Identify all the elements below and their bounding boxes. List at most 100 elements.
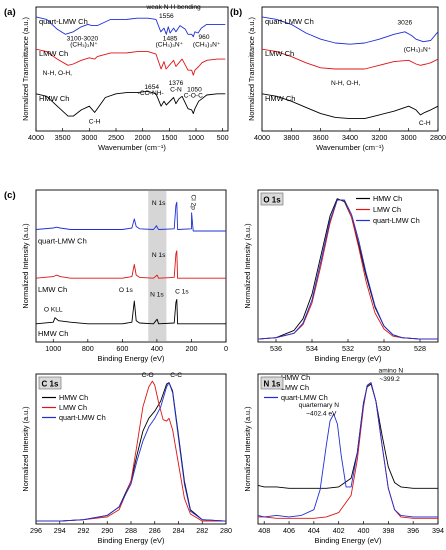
panel-label-box [260,376,284,390]
series-line-hmw-ch [262,93,438,120]
y-axis-title: Normalized Intensity (a.u.) [21,223,30,308]
x-tick-label: 3400 [342,133,358,142]
panel-b: 4000 3800 3600 3400 3200 3000 2800 Wavenumber (… [230,6,446,152]
x-tick-label: 288 [125,526,137,535]
x-tick-label: 500 [217,133,229,142]
annotation: (CH₃)₃N⁺ [70,42,98,49]
annotation: C-H [89,119,101,126]
panel-label-box [38,376,62,390]
x-tick-label: 280 [220,526,232,535]
y-axis-title: Normalized Transmittance (a.u.) [247,17,256,121]
plot-area [257,189,439,343]
annotation: Cl 2p [189,194,196,210]
annotation: N-H, O-H, [43,70,72,77]
panel-f: 408 406 404 402 400 398 396 394 Binding Energy (… [243,368,444,545]
x-tick-label: 400 [358,526,370,535]
annotation: (CH₃)₃N⁺ [404,47,432,54]
x-tick-label: 1500 [161,133,177,142]
annotation: ~402.4 eV [306,410,337,417]
series-line-lmw-ch [262,48,438,70]
x-tick-label: 528 [414,344,426,353]
x-tick-label: 402 [333,526,345,535]
x-tick-label: 1000 [188,133,204,142]
x-tick-label: 398 [382,526,394,535]
annotation: C-C [170,372,182,379]
x-tick-label: 530 [378,344,390,353]
x-tick-label: 1000 [45,344,61,353]
x-axis-title: Binding Energy (eV) [97,354,165,363]
series-line-hmw-ch [36,90,226,117]
x-tick-label: 534 [306,344,318,353]
x-tick-label: 0 [224,344,228,353]
series-line-lmw-ch [258,199,438,340]
x-tick-label: 800 [82,344,94,353]
x-tick-label: 3000 [81,133,97,142]
x-tick-label: 2000 [135,133,151,142]
legend-entry: LMW Ch [281,383,309,392]
x-tick-label: 4000 [28,133,44,142]
y-axis-title: Normalized Intensity (a.u.) [21,406,30,491]
x-tick-label: 406 [283,526,295,535]
highlight-band [148,191,167,341]
series-line-quart-lmw-ch [36,382,226,522]
annotation: 1050 [187,86,202,93]
x-tick-label: 3200 [371,133,387,142]
x-tick-label: 284 [173,526,185,535]
annotation: 1654 [144,84,159,91]
panel-label: (c) [4,190,16,201]
panel-a: 4000 3500 3000 2500 2000 1500 1000 500 Wavenumbe… [4,4,229,152]
x-tick-label: 292 [78,526,90,535]
annotation: amino N [379,368,404,375]
x-axis-title: Binding Energy (eV) [314,536,382,545]
x-tick-label: 600 [116,344,128,353]
panel-label: N 1s [264,380,281,389]
annotation: 1485 [163,35,178,42]
series-label: quart-LMW Ch [38,237,87,246]
x-tick-label: 532 [342,344,354,353]
series-label: LMW Ch [38,285,67,294]
panel-label: (b) [230,7,242,18]
y-axis-title: Normalized Transmittance (a.u.) [21,17,30,121]
x-tick-label: 3500 [55,133,71,142]
legend-entry: LMW Ch [373,205,401,214]
panel-e: 296 294 292 290 288 286 284 282 280 Binding Energ… [21,372,232,545]
plot-area [35,373,227,525]
panel-label: (a) [4,7,16,18]
annotation: N 1s [152,200,166,207]
x-tick-label: 404 [308,526,320,535]
y-axis-title: Normalized Intensity (a.u.) [243,223,252,308]
annotation: O KLL [44,307,63,314]
x-tick-label: 408 [258,526,270,535]
x-tick-label: 282 [196,526,208,535]
x-tick-label: 290 [101,526,113,535]
x-axis-title: Wavenumber (cm⁻¹) [98,143,166,152]
legend-entry: HMW Ch [373,194,402,203]
annotation: 3100-3020 [67,35,99,42]
x-tick-label: 3800 [283,133,299,142]
series-line-quart-lmw-ch [258,199,438,340]
x-tick-label: 3000 [401,133,417,142]
x-tick-label: 4000 [254,133,270,142]
annotation: N 1s [152,252,166,259]
series-line-lmw-ch [36,380,226,522]
x-axis-title: Wavenumber (cm⁻¹) [316,143,384,152]
panel-label: O 1s [263,196,281,205]
annotation: -CO-NH- [138,90,164,97]
annotation: O 1s [119,287,134,294]
series-line-lmw-ch [36,48,226,76]
series-line-hmw-ch [36,298,226,325]
annotation: quarternary N [299,402,340,409]
annotation: 960 [198,34,209,41]
y-axis-title: Normalized Intensity (a.u.) [243,406,252,491]
panel-label-box [260,192,284,206]
series-label: HMW Ch [39,94,69,103]
annotation: 1556 [159,13,174,20]
series-label: quart-LMW Ch [265,17,314,26]
annotation: C-H [419,120,431,127]
x-tick-label: 394 [432,526,444,535]
annotation: (CH₃)₃N⁺ [193,42,221,49]
annotation: ~399.2 [379,376,400,383]
x-axis-title: Binding Energy (eV) [97,536,165,545]
series-line-quart-lmw-ch [262,16,438,45]
